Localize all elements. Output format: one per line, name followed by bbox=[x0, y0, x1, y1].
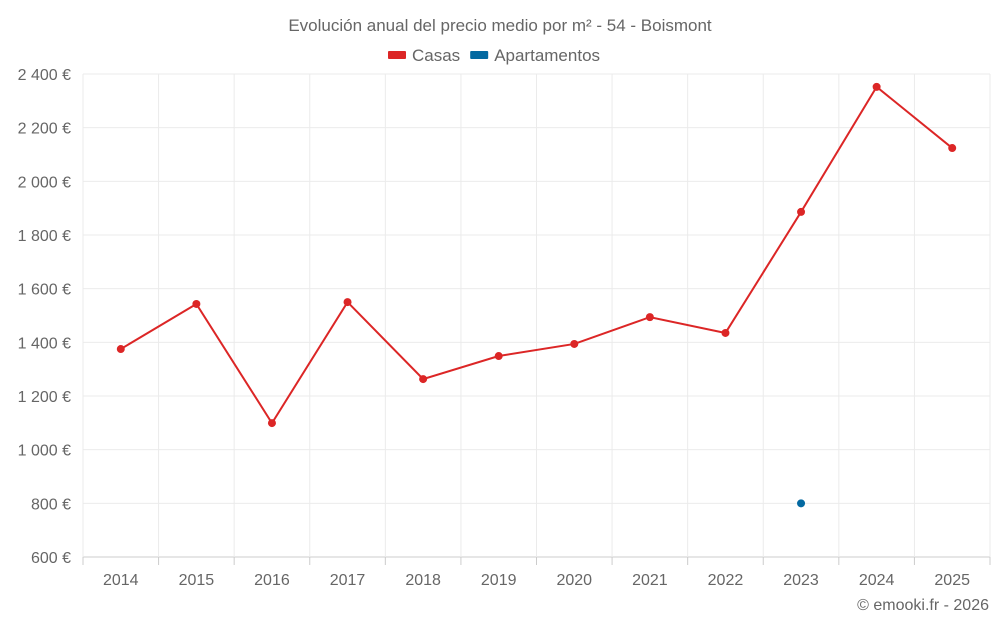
y-tick-label: 1 200 € bbox=[18, 389, 71, 406]
legend-swatch-casas bbox=[388, 51, 406, 59]
y-tick-label: 1 000 € bbox=[18, 443, 71, 460]
x-tick-label: 2019 bbox=[481, 572, 517, 589]
data-point-casas bbox=[419, 375, 428, 384]
data-point-apartamentos bbox=[797, 499, 806, 508]
y-axis: 600 € 800 € 1 000 € 1 200 € 1 400 € 1 600 € 1 … bbox=[18, 67, 71, 567]
x-tick-label: 2020 bbox=[556, 572, 592, 589]
data-point-casas bbox=[267, 419, 276, 428]
data-point-casas bbox=[570, 339, 579, 348]
credit: © emooki.fr - 2026 bbox=[857, 597, 989, 614]
data-point-casas bbox=[494, 352, 503, 361]
legend-swatch-apartamentos bbox=[470, 51, 489, 59]
x-axis: 2014 2015 2016 2017 2018 2019 2020 2021 2022 2023… bbox=[103, 572, 970, 589]
x-tick-label: 2016 bbox=[254, 572, 290, 589]
data-point-casas bbox=[797, 207, 806, 216]
y-tick-label: 2 200 € bbox=[18, 121, 71, 138]
data-point-casas bbox=[721, 328, 730, 337]
grid bbox=[82, 73, 991, 565]
legend-label-apartamentos: Apartamentos bbox=[494, 46, 600, 65]
y-tick-label: 2 400 € bbox=[18, 67, 71, 84]
data-point-casas bbox=[116, 345, 125, 354]
y-tick-label: 1 600 € bbox=[18, 282, 71, 299]
y-tick-label: 2 000 € bbox=[18, 174, 71, 191]
data-point-casas bbox=[343, 298, 352, 307]
x-tick-label: 2025 bbox=[934, 572, 970, 589]
data-point-casas bbox=[645, 313, 654, 322]
data-point-casas bbox=[872, 82, 881, 91]
x-tick-label: 2023 bbox=[783, 572, 819, 589]
x-tick-label: 2022 bbox=[708, 572, 744, 589]
series-line-casas bbox=[120, 85, 953, 425]
x-tick-label: 2018 bbox=[405, 572, 441, 589]
chart-title: Evolución anual del precio medio por m² … bbox=[288, 16, 712, 35]
x-tick-label: 2021 bbox=[632, 572, 668, 589]
data-point-casas bbox=[948, 144, 957, 153]
series bbox=[116, 82, 957, 508]
y-tick-label: 1 400 € bbox=[18, 335, 71, 352]
x-tick-label: 2024 bbox=[859, 572, 895, 589]
data-point-casas bbox=[192, 299, 201, 308]
legend: Casas Apartamentos bbox=[388, 46, 600, 65]
x-tick-label: 2017 bbox=[330, 572, 366, 589]
legend-label-casas: Casas bbox=[412, 46, 460, 65]
x-tick-label: 2015 bbox=[179, 572, 215, 589]
y-tick-label: 1 800 € bbox=[18, 228, 71, 245]
y-tick-label: 800 € bbox=[31, 496, 71, 513]
y-tick-label: 600 € bbox=[31, 550, 71, 567]
x-tick-label: 2014 bbox=[103, 572, 139, 589]
